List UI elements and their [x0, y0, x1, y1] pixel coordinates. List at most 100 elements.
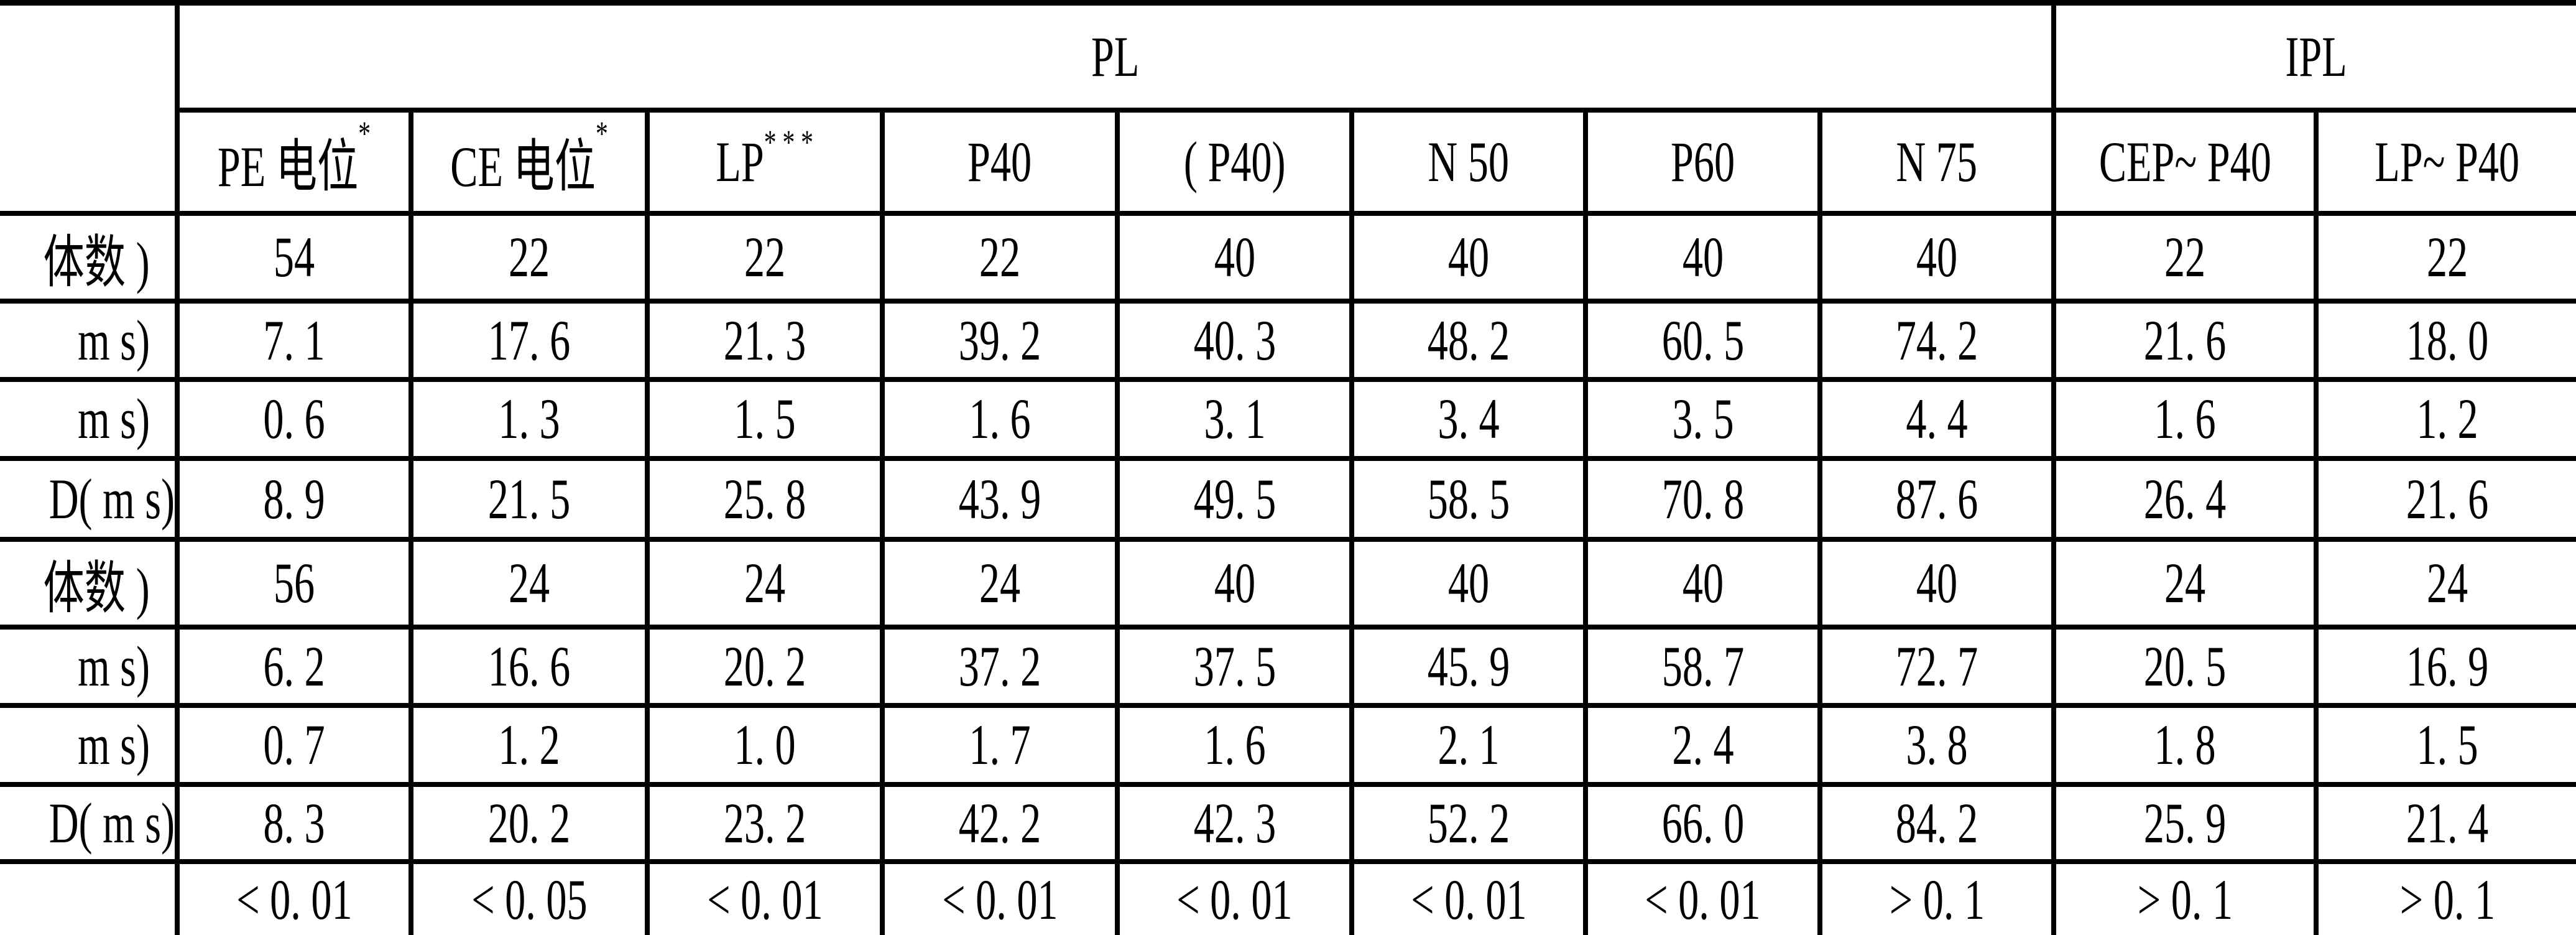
column-label: CE 电位: [450, 135, 596, 198]
table-cell: 3. 8: [1817, 702, 2056, 787]
table-row: m s) 7. 1 17. 6 21. 3 39. 2 40. 3 48. 2 60. 5 74…: [0, 298, 2576, 382]
table-cell: 37. 5: [1115, 624, 1354, 708]
column-label: CEP~ P40: [2098, 129, 2271, 193]
table-cell: 37. 2: [880, 624, 1120, 708]
table-cell: 40: [1349, 210, 1588, 304]
column-header: CE 电位*: [409, 107, 650, 216]
table-cell: < 0. 01: [1115, 858, 1354, 935]
table-cell: 1. 8: [2051, 702, 2319, 787]
table-cell: 66. 0: [1583, 781, 1822, 864]
column-label: LP: [716, 129, 765, 193]
table-cell: 54: [175, 210, 413, 304]
table-row: D( m s) 8. 3 20. 2 23. 2 42. 2 42. 3 52. 2 66. …: [0, 781, 2576, 864]
table-cell: 17. 6: [409, 298, 650, 382]
table-cell: 25. 9: [2051, 781, 2319, 864]
column-header: LP~ P40: [2314, 107, 2576, 216]
table-cell: 0. 7: [175, 702, 413, 787]
table-cell: 1. 2: [2314, 376, 2576, 461]
table-cell: 16. 9: [2314, 624, 2576, 708]
table-cell: 1. 6: [880, 376, 1120, 461]
table-cell: 60. 5: [1583, 298, 1822, 382]
table-cell: 49. 5: [1115, 455, 1354, 542]
table-cell: 18. 0: [2314, 298, 2576, 382]
table-cell: 74. 2: [1817, 298, 2056, 382]
table-cell: 1. 0: [645, 702, 885, 787]
table-cell: 58. 7: [1583, 624, 1822, 708]
table-cell: 24: [409, 536, 650, 630]
table-cell: 2. 1: [1349, 702, 1588, 787]
table-cell: 21. 6: [2314, 455, 2576, 542]
table-cell: 8. 3: [175, 781, 413, 864]
table-row: 体数 ) 56 24 24 24 40 40 40 40 24 24: [0, 536, 2576, 630]
table-cell: 42. 3: [1115, 781, 1354, 864]
group-header-pl: PL: [175, 0, 2056, 113]
table-cell: 1. 3: [409, 376, 650, 461]
table-cell: 21. 6: [2051, 298, 2319, 382]
table-cell: 1. 5: [2314, 702, 2576, 787]
column-label: N 75: [1896, 129, 1978, 193]
table-row: D( m s) 8. 9 21. 5 25. 8 43. 9 49. 5 58. 5 70. …: [0, 455, 2576, 542]
column-header: P40: [880, 107, 1120, 216]
table-cell: < 0. 01: [1583, 858, 1822, 935]
table-cell: 1. 7: [880, 702, 1120, 787]
table-row: m s) 0. 7 1. 2 1. 0 1. 7 1. 6 2. 1 2. 4 3. 8 1. 8…: [0, 702, 2576, 787]
significance-mark: *: [595, 114, 608, 153]
table-cell: < 0. 01: [880, 858, 1120, 935]
row-label: 体数 ): [0, 210, 180, 304]
column-header: ( P40): [1115, 107, 1354, 216]
table-cell: 40: [1817, 210, 2056, 304]
column-label: LP~ P40: [2375, 129, 2520, 193]
table-cell: 70. 8: [1583, 455, 1822, 542]
table-cell: 22: [880, 210, 1120, 304]
table-cell: < 0. 01: [645, 858, 885, 935]
table-cell: < 0. 05: [409, 858, 650, 935]
significance-mark: * * *: [764, 123, 814, 161]
table-cell: 22: [645, 210, 885, 304]
table-cell: 1. 2: [409, 702, 650, 787]
table-cell: 24: [645, 536, 885, 630]
table-cell: 25. 8: [645, 455, 885, 542]
column-header: P60: [1583, 107, 1822, 216]
row-label: m s): [0, 624, 180, 708]
column-label: PE 电位: [217, 135, 359, 198]
table-cell: 40: [1349, 536, 1588, 630]
table-cell: 22: [409, 210, 650, 304]
column-header: CEP~ P40: [2051, 107, 2319, 216]
table-row: 体数 ) 54 22 22 22 40 40 40 40 22 22: [0, 210, 2576, 304]
table-cell: 21. 4: [2314, 781, 2576, 864]
row-label: m s): [0, 298, 180, 382]
table-cell: 20. 2: [645, 624, 885, 708]
table-cell: 84. 2: [1817, 781, 2056, 864]
column-header: PE 电位*: [175, 107, 413, 216]
table-cell: < 0. 01: [1349, 858, 1588, 935]
column-header: N 50: [1349, 107, 1588, 216]
table-cell: 40. 3: [1115, 298, 1354, 382]
table-cell: 40: [1115, 210, 1354, 304]
table-cell: < 0. 01: [175, 858, 413, 935]
table-cell: 40: [1115, 536, 1354, 630]
table-cell: 48. 2: [1349, 298, 1588, 382]
table-cell: 40: [1817, 536, 2056, 630]
table-cell: 16. 6: [409, 624, 650, 708]
column-label: ( P40): [1183, 129, 1286, 193]
table-cell: 72. 7: [1817, 624, 2056, 708]
table-cell: 26. 4: [2051, 455, 2319, 542]
table-row: m s) 0. 6 1. 3 1. 5 1. 6 3. 1 3. 4 3. 5 4. 4 1. 6…: [0, 376, 2576, 461]
table-cell: 20. 2: [409, 781, 650, 864]
table-cell: 21. 3: [645, 298, 885, 382]
table-cell: 4. 4: [1817, 376, 2056, 461]
table-cell: 1. 5: [645, 376, 885, 461]
table-cell: 56: [175, 536, 413, 630]
table-cell: > 0. 1: [2051, 858, 2319, 935]
table-cell: 40: [1583, 536, 1822, 630]
table-cell: 52. 2: [1349, 781, 1588, 864]
table-cell: 22: [2314, 210, 2576, 304]
table-cell: 24: [2051, 536, 2319, 630]
significance-mark: *: [358, 114, 371, 153]
table-cell: 24: [2314, 536, 2576, 630]
row-label: m s): [0, 702, 180, 787]
row-label: D( m s): [0, 781, 180, 864]
table-cell: > 0. 1: [2314, 858, 2576, 935]
table-cell: 42. 2: [880, 781, 1120, 864]
